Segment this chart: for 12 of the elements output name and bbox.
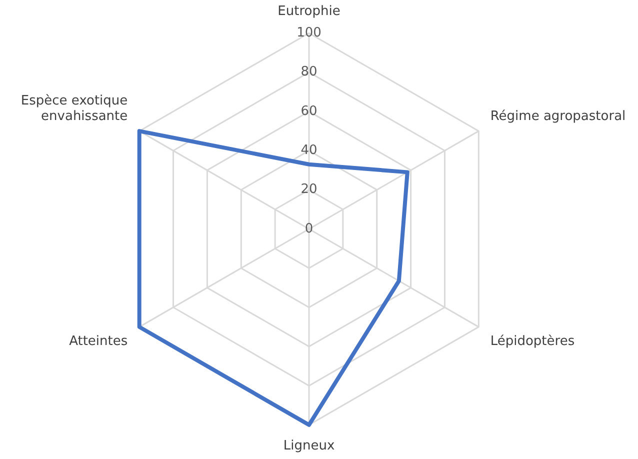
spoke-label: Régime agropastoral [490, 108, 626, 124]
y-tick-label: 80 [300, 64, 318, 80]
spoke-label: Espèce exotique envahissante [20, 93, 128, 124]
y-tick-label: 60 [300, 104, 318, 119]
spoke-label: Ligneux [283, 438, 335, 454]
spoke-label: Atteintes [69, 334, 128, 349]
y-tick-label: 20 [300, 182, 318, 198]
y-tick-label: 0 [304, 221, 314, 236]
spoke-label: Lépidoptères [490, 334, 575, 349]
spoke-label: Eutrophie [278, 4, 340, 20]
y-tick-label: 100 [296, 25, 322, 40]
y-tick-label: 40 [300, 143, 318, 158]
